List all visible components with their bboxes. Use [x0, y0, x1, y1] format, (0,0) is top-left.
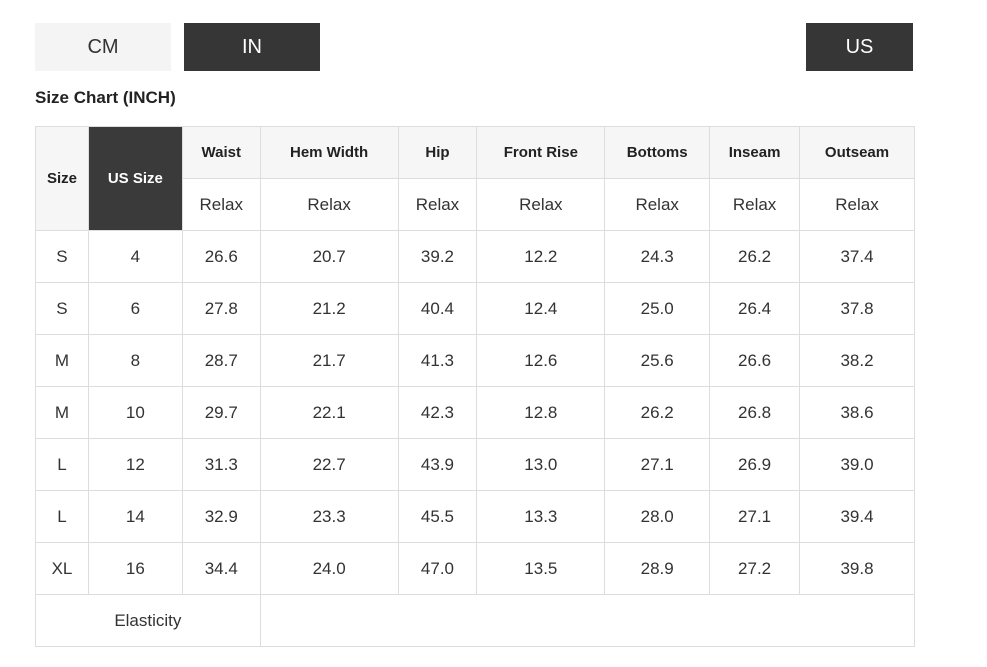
value-cell: 26.4: [709, 282, 801, 335]
table-row: L 14 32.9 23.3 45.5 13.3 28.0 27.1 39.4: [35, 490, 915, 543]
value-cell: 26.9: [709, 438, 801, 491]
value-cell: 21.2: [259, 282, 399, 335]
us-size-cell: 12: [87, 438, 183, 491]
outseam-column-header: Outseam: [799, 126, 915, 179]
value-cell: 27.1: [604, 438, 711, 491]
value-cell: 41.3: [397, 334, 478, 387]
value-cell: 38.6: [799, 386, 915, 439]
table-row: S 6 27.8 21.2 40.4 12.4 25.0 26.4 37.8: [35, 282, 915, 335]
size-cell: L: [35, 490, 89, 543]
value-cell: 38.2: [799, 334, 915, 387]
us-size-cell: 6: [87, 282, 183, 335]
value-cell: 45.5: [397, 490, 478, 543]
table-row: S 4 26.6 20.7 39.2 12.2 24.3 26.2 37.4: [35, 230, 915, 283]
fit-cell: Relax: [181, 178, 261, 231]
fit-cell: Relax: [259, 178, 399, 231]
value-cell: 12.8: [476, 386, 606, 439]
value-cell: 13.0: [476, 438, 606, 491]
header-row: Size US Size Waist Hem Width Hip Front R…: [35, 126, 915, 231]
value-cell: 26.2: [604, 386, 711, 439]
value-cell: 26.6: [181, 230, 261, 283]
value-cell: 43.9: [397, 438, 478, 491]
value-cell: 47.0: [397, 542, 478, 595]
waist-column-header: Waist: [181, 126, 261, 179]
elasticity-value: [259, 594, 916, 647]
size-cell: S: [35, 230, 89, 283]
value-cell: 12.4: [476, 282, 606, 335]
table-row: XL 16 34.4 24.0 47.0 13.5 28.9 27.2 39.8: [35, 542, 915, 595]
us-size-cell: 8: [87, 334, 183, 387]
table-row: L 12 31.3 22.7 43.9 13.0 27.1 26.9 39.0: [35, 438, 915, 491]
us-size-cell: 14: [87, 490, 183, 543]
value-cell: 26.2: [709, 230, 801, 283]
value-cell: 32.9: [181, 490, 261, 543]
size-chart-table: Size US Size Waist Hem Width Hip Front R…: [35, 126, 916, 647]
value-cell: 13.3: [476, 490, 606, 543]
value-cell: 13.5: [476, 542, 606, 595]
value-cell: 42.3: [397, 386, 478, 439]
us-size-column-header: US Size: [87, 126, 183, 231]
value-cell: 24.3: [604, 230, 711, 283]
table-row: M 8 28.7 21.7 41.3 12.6 25.6 26.6 38.2: [35, 334, 915, 387]
us-region-button[interactable]: US: [806, 23, 913, 71]
size-cell: S: [35, 282, 89, 335]
page-title: Size Chart (INCH): [35, 88, 176, 107]
size-rows: S 4 26.6 20.7 39.2 12.2 24.3 26.2 37.4 S 6 27.8 21.2…: [35, 230, 915, 595]
value-cell: 39.8: [799, 542, 915, 595]
value-cell: 23.3: [259, 490, 399, 543]
hip-column-header: Hip: [397, 126, 478, 179]
size-column-header: Size: [35, 126, 89, 231]
value-cell: 24.0: [259, 542, 399, 595]
us-size-cell: 4: [87, 230, 183, 283]
value-cell: 34.4: [181, 542, 261, 595]
value-cell: 12.6: [476, 334, 606, 387]
value-cell: 40.4: [397, 282, 478, 335]
size-cell: M: [35, 386, 89, 439]
cm-unit-button[interactable]: CM: [35, 23, 171, 71]
us-size-cell: 10: [87, 386, 183, 439]
value-cell: 12.2: [476, 230, 606, 283]
front-rise-column-header: Front Rise: [476, 126, 606, 179]
value-cell: 25.6: [604, 334, 711, 387]
unit-toolbar: CM IN US: [35, 23, 913, 71]
hem-width-column-header: Hem Width: [259, 126, 399, 179]
value-cell: 37.8: [799, 282, 915, 335]
elasticity-label: Elasticity: [35, 594, 261, 647]
value-cell: 28.7: [181, 334, 261, 387]
value-cell: 20.7: [259, 230, 399, 283]
value-cell: 27.1: [709, 490, 801, 543]
in-unit-button[interactable]: IN: [184, 23, 320, 71]
value-cell: 28.0: [604, 490, 711, 543]
value-cell: 39.0: [799, 438, 915, 491]
inseam-column-header: Inseam: [709, 126, 801, 179]
us-size-cell: 16: [87, 542, 183, 595]
value-cell: 26.8: [709, 386, 801, 439]
fit-cell: Relax: [799, 178, 915, 231]
value-cell: 39.2: [397, 230, 478, 283]
fit-row: Relax Relax Relax Relax Relax Relax Rela…: [36, 178, 915, 231]
value-cell: 28.9: [604, 542, 711, 595]
value-cell: 37.4: [799, 230, 915, 283]
fit-cell: Relax: [709, 178, 801, 231]
value-cell: 26.6: [709, 334, 801, 387]
value-cell: 25.0: [604, 282, 711, 335]
size-chart-panel: CM IN US Size Chart (INCH) Size US Size …: [35, 23, 916, 647]
value-cell: 21.7: [259, 334, 399, 387]
value-cell: 22.1: [259, 386, 399, 439]
fit-cell: Relax: [604, 178, 711, 231]
table-row: M 10 29.7 22.1 42.3 12.8 26.2 26.8 38.6: [35, 386, 915, 439]
fit-cell: Relax: [476, 178, 606, 231]
elasticity-row: Elasticity: [35, 594, 916, 647]
value-cell: 39.4: [799, 490, 915, 543]
bottoms-column-header: Bottoms: [604, 126, 711, 179]
size-cell: L: [35, 438, 89, 491]
value-cell: 31.3: [181, 438, 261, 491]
value-cell: 27.8: [181, 282, 261, 335]
size-cell: XL: [35, 542, 89, 595]
value-cell: 29.7: [181, 386, 261, 439]
value-cell: 22.7: [259, 438, 399, 491]
value-cell: 27.2: [709, 542, 801, 595]
fit-cell: Relax: [397, 178, 478, 231]
size-cell: M: [35, 334, 89, 387]
